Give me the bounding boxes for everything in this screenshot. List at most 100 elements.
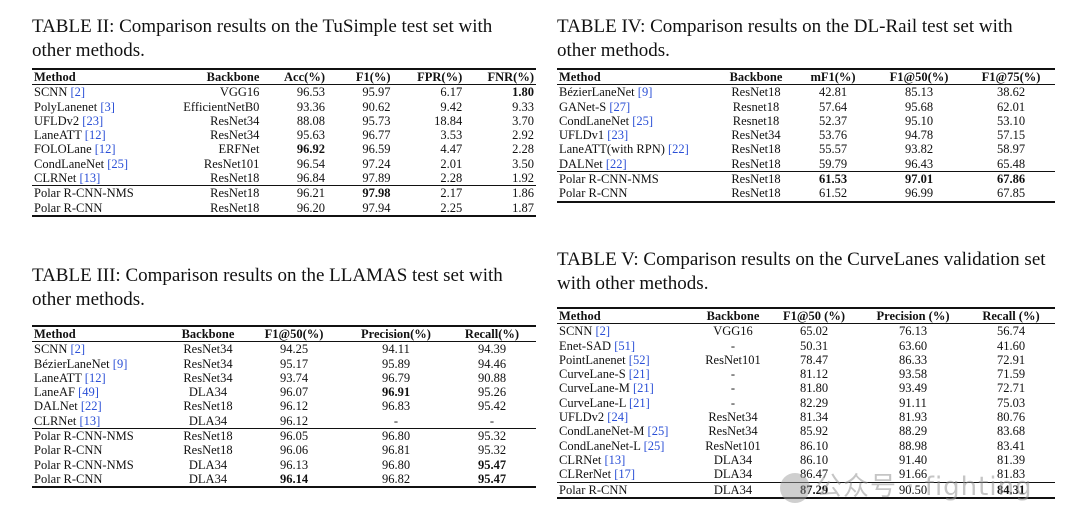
method-cell: UFLDv2 [23] xyxy=(32,114,163,128)
table-row: Polar R-CNN ResNet18 96.06 96.81 95.32 xyxy=(32,443,536,457)
table-cell: 2.25 xyxy=(392,200,465,217)
citation-link[interactable]: [13] xyxy=(79,413,101,428)
citation-link[interactable]: [49] xyxy=(78,385,99,400)
citation-link[interactable]: [23] xyxy=(82,113,104,128)
table-cell: 53.10 xyxy=(996,113,1026,128)
table-cell: 95.32 xyxy=(448,428,536,444)
table-iii-block: TABLE III: Comparison results on the LLA… xyxy=(32,264,536,489)
citation-link[interactable]: [25] xyxy=(647,424,669,439)
table-cell: 88.98 xyxy=(898,438,928,453)
table-cell: 93.36 xyxy=(296,99,325,114)
table-cell: 93.58 xyxy=(898,367,928,382)
table-iv-header: Method Backbone mF1(%) F1@50(%) F1@75(%) xyxy=(557,68,1055,86)
method-cell: CondLaneNet-L [25] xyxy=(557,439,697,453)
citation-link[interactable]: [2] xyxy=(70,85,86,100)
method-name: LaneATT(with RPN) xyxy=(559,142,665,157)
table-cell: ResNet18 xyxy=(172,428,244,444)
table-cell: 76.13 xyxy=(898,324,928,339)
citation-link[interactable]: [22] xyxy=(605,156,627,171)
citation-link[interactable]: [22] xyxy=(668,142,689,157)
citation-link[interactable]: [2] xyxy=(70,342,86,357)
table-cell: 95.10 xyxy=(904,113,934,128)
citation-link[interactable]: [25] xyxy=(643,438,665,453)
citation-link[interactable]: [25] xyxy=(632,113,654,128)
method-cell: UFLDv2 [24] xyxy=(557,410,697,424)
table-cell: 59.79 xyxy=(818,156,848,171)
method-cell: SCNN [2] xyxy=(32,85,163,100)
citation-link[interactable]: [12] xyxy=(94,142,116,157)
method-name: UFLDv2 xyxy=(559,410,605,425)
table-cell: 61.53 xyxy=(795,171,871,187)
method-cell: DALNet [22] xyxy=(557,157,717,172)
citation-link[interactable]: [12] xyxy=(84,128,106,143)
column-header: F1@75(%) xyxy=(967,68,1055,86)
column-header: Backbone xyxy=(163,68,262,86)
table-cell: 85.13 xyxy=(904,85,934,100)
table-row: SCNN [2] ResNet34 94.25 94.11 94.39 xyxy=(32,342,536,357)
table-cell: 81.80 xyxy=(799,381,829,396)
table-cell: 67.85 xyxy=(967,186,1055,203)
table-cell: 96.05 xyxy=(244,428,344,444)
method-name: Polar R-CNN-NMS xyxy=(34,186,134,201)
table-cell: 94.46 xyxy=(477,356,507,371)
table-row: Polar R-CNN-NMS ResNet18 96.21 97.98 2.17 1.8… xyxy=(32,185,536,201)
table-row: SCNN [2] VGG16 96.53 95.97 6.17 1.80 xyxy=(32,85,536,100)
table-cell: 96.80 xyxy=(344,428,448,444)
table-iii-caption: TABLE III: Comparison results on the LLA… xyxy=(32,265,503,310)
table-row: PointLanenet [52] ResNet101 78.47 86.33 72.9… xyxy=(557,353,1055,367)
method-name: GANet-S xyxy=(559,99,607,114)
wechat-logo-icon xyxy=(780,472,810,503)
table-cell: 3.53 xyxy=(440,128,463,143)
citation-link[interactable]: [2] xyxy=(595,324,611,339)
citation-link[interactable]: [13] xyxy=(79,171,101,186)
table-cell: 91.40 xyxy=(898,452,928,467)
citation-link[interactable]: [17] xyxy=(614,467,636,482)
method-cell: DALNet [22] xyxy=(32,399,172,413)
table-cell: 95.47 xyxy=(448,471,536,489)
citation-link[interactable]: [51] xyxy=(614,338,636,353)
table-row: DALNet [22] ResNet18 96.12 96.83 95.42 xyxy=(32,399,536,413)
method-name: LaneATT xyxy=(34,370,82,385)
citation-link[interactable]: [25] xyxy=(107,156,129,171)
table-cell: 95.63 xyxy=(296,128,325,143)
table-cell: ResNet34 xyxy=(183,356,233,371)
citation-link[interactable]: [24] xyxy=(607,410,629,425)
citation-link[interactable]: [12] xyxy=(84,370,106,385)
citation-link[interactable]: [22] xyxy=(80,399,102,414)
citation-link[interactable]: [13] xyxy=(604,452,626,467)
method-name: CondLaneNet xyxy=(34,156,105,171)
table-cell: 3.70 xyxy=(512,113,534,128)
table-cell: - xyxy=(730,367,736,382)
table-cell: 58.97 xyxy=(996,142,1026,157)
table-cell: 96.21 xyxy=(261,185,327,201)
citation-link[interactable]: [23] xyxy=(607,128,629,143)
table-cell: 38.62 xyxy=(996,85,1026,100)
table-cell: 65.48 xyxy=(996,156,1026,171)
citation-link[interactable]: [9] xyxy=(112,356,128,371)
column-header: mF1(%) xyxy=(795,68,871,86)
citation-link[interactable]: [21] xyxy=(628,367,650,382)
table-cell: 91.66 xyxy=(898,467,928,482)
table-iii-body: SCNN [2] ResNet34 94.25 94.11 94.39 BézierLan… xyxy=(32,342,536,489)
column-header: Precision (%) xyxy=(859,307,967,325)
table-row: LaneATT [12] ResNet34 95.63 96.77 3.53 2.92 xyxy=(32,128,536,142)
method-cell: LaneATT [12] xyxy=(32,371,172,385)
method-cell: LaneATT(with RPN) [22] xyxy=(557,142,717,156)
citation-link[interactable]: [3] xyxy=(100,99,115,114)
table-cell: 9.33 xyxy=(512,99,534,114)
table-row: Polar R-CNN-NMS DLA34 96.13 96.80 95.47 xyxy=(32,458,536,472)
column-header: Recall(%) xyxy=(448,325,536,343)
citation-link[interactable]: [21] xyxy=(629,395,650,410)
table-cell: 95.32 xyxy=(477,443,507,458)
table-cell: 4.47 xyxy=(440,142,463,157)
citation-link[interactable]: [9] xyxy=(637,85,653,100)
citation-link[interactable]: [21] xyxy=(632,381,654,396)
table-cell: ResNet18 xyxy=(163,185,262,201)
method-name: BézierLaneNet xyxy=(559,85,635,100)
table-iv-body: BézierLaneNet [9] ResNet18 42.81 85.13 38.62… xyxy=(557,85,1055,203)
citation-link[interactable]: [52] xyxy=(628,352,650,367)
method-name: CLRNet xyxy=(34,171,77,186)
method-name: SCNN xyxy=(559,324,593,339)
method-name: DALNet xyxy=(34,399,78,414)
citation-link[interactable]: [27] xyxy=(609,99,631,114)
